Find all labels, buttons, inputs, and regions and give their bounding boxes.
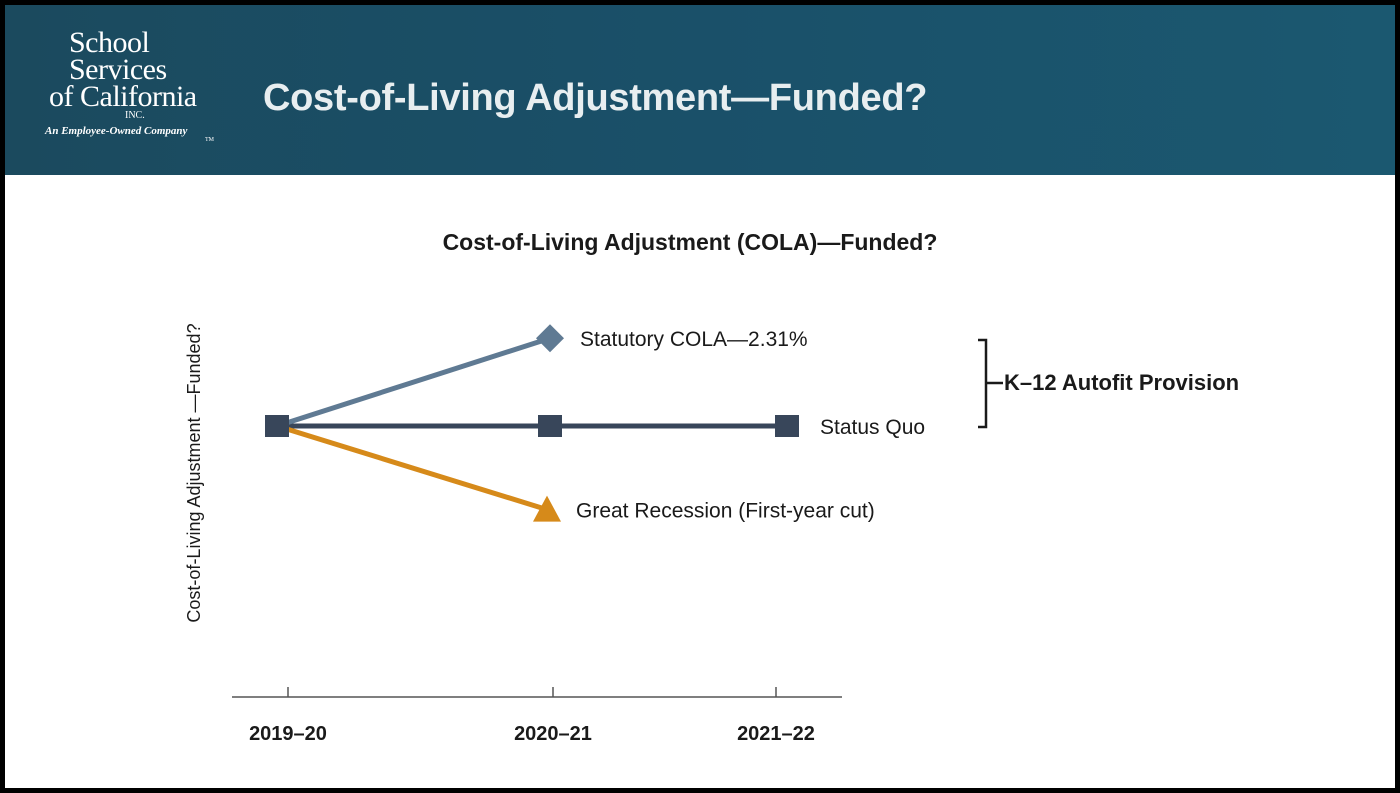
- annotation-k12-autofit: K–12 Autofit Provision: [1004, 370, 1239, 395]
- cola-chart: Cost-of-Living Adjustment (COLA)—Funded?…: [184, 229, 1239, 745]
- slide-header: School Services of California INC. TM An…: [5, 5, 1395, 175]
- data-point-square: [775, 415, 799, 437]
- logo-line: School: [69, 26, 150, 59]
- logo-tagline: An Employee-Owned Company: [45, 125, 188, 137]
- chart-title: Cost-of-Living Adjustment (COLA)—Funded?: [443, 229, 938, 255]
- data-point-square: [265, 415, 289, 437]
- data-point-diamond: [536, 324, 564, 353]
- x-tick-label: 2021–22: [737, 723, 815, 745]
- series-line: [276, 423, 548, 512]
- company-logo: School Services of California INC. TM An…: [45, 26, 220, 144]
- slide: School Services of California INC. TM An…: [5, 5, 1395, 788]
- annotation-bracket: [978, 338, 1003, 429]
- series-line: [276, 335, 551, 429]
- series-label: Status Quo: [820, 416, 925, 439]
- logo-inc: INC.: [125, 110, 145, 121]
- logo-line: Services: [69, 53, 167, 86]
- x-tick-label: 2020–21: [514, 723, 592, 745]
- logo-line: of California: [49, 80, 197, 113]
- data-point-triangle: [533, 495, 561, 522]
- logo-tm: TM: [205, 137, 214, 143]
- series-label: Great Recession (First-year cut): [576, 500, 875, 523]
- series-label: Statutory COLA—2.31%: [580, 328, 808, 351]
- x-tick-label: 2019–20: [249, 723, 327, 745]
- slide-title: Cost-of-Living Adjustment—Funded?: [263, 77, 928, 119]
- data-point-square: [538, 415, 562, 437]
- y-axis-label: Cost-of-Living Adjustment —Funded?: [184, 323, 204, 622]
